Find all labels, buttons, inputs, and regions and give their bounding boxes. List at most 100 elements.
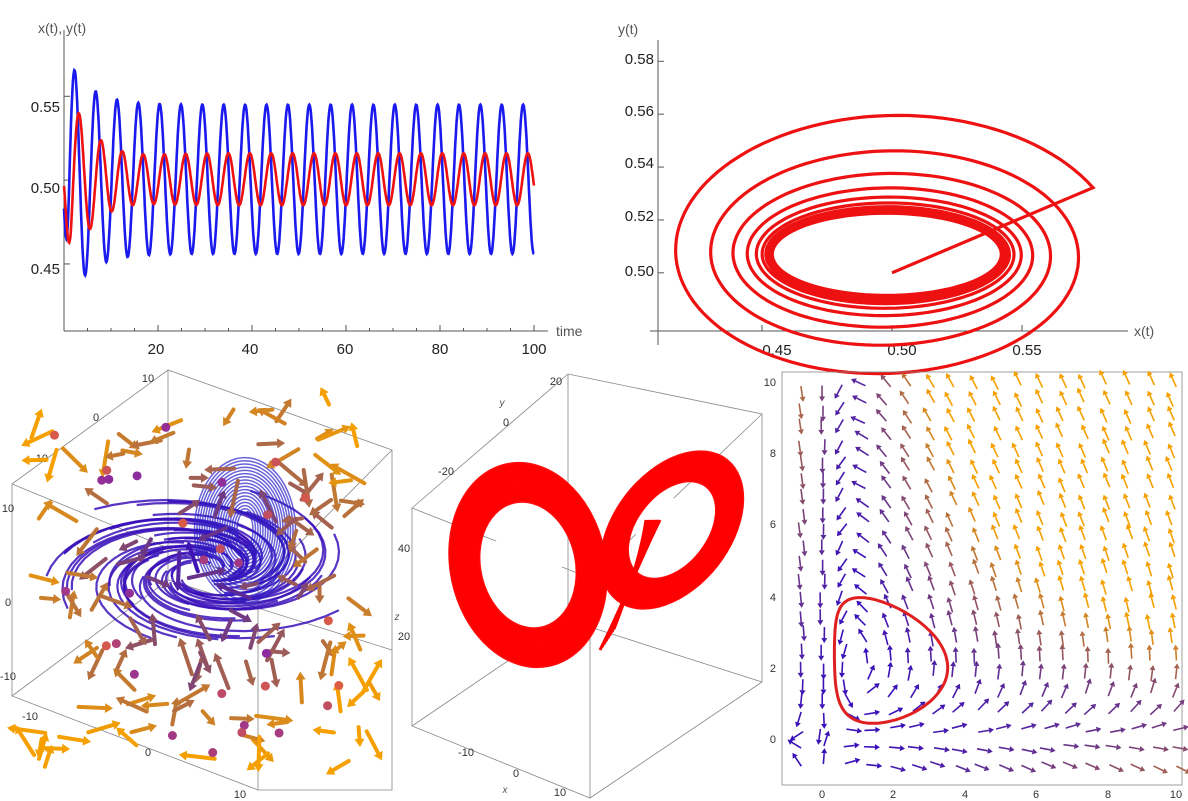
stream-arrow-head — [945, 512, 951, 518]
stream-arrow-head — [821, 723, 828, 729]
vector-arrow-shaft — [210, 466, 237, 472]
vector-arrow-shaft — [220, 584, 252, 601]
stream-arrow-head — [1143, 439, 1149, 446]
vector-arrow-shaft — [60, 446, 85, 470]
stream-arrow-head — [819, 468, 826, 474]
vector-arrow-shaft — [278, 461, 304, 484]
stream-arrow-shaft — [976, 747, 989, 752]
axis-label-x: x — [502, 785, 509, 796]
vector-arrow-shaft — [254, 713, 288, 722]
stream-arrow-head — [1123, 409, 1130, 415]
tick-marks — [64, 95, 535, 331]
vector-arrow-head — [178, 750, 188, 761]
vector-arrow-head — [246, 713, 255, 724]
vector-arrow-head — [84, 487, 94, 497]
stream-arrow-shaft — [884, 634, 889, 646]
stream-arrow-head — [818, 655, 825, 661]
vector-point — [208, 748, 218, 758]
stream-arrow-head — [801, 551, 808, 557]
stream-arrow-head — [971, 527, 978, 533]
x-tick-label: 4 — [962, 789, 968, 801]
stream-arrow-shaft — [797, 574, 801, 586]
vector-arrow-shaft — [177, 502, 196, 516]
stream-arrow-head — [881, 427, 887, 434]
stream-arrow-head — [1169, 612, 1176, 618]
stream-arrow-head — [1147, 370, 1153, 377]
stream-arrow-shaft — [973, 613, 978, 625]
stream-arrow-head — [1128, 642, 1135, 648]
vector-arrow-shaft — [116, 431, 134, 446]
stream-arrow-head — [818, 429, 825, 435]
stream-arrow-shaft — [1037, 445, 1044, 457]
stream-arrow-shaft — [955, 764, 967, 771]
stream-arrow-head — [1059, 526, 1065, 533]
stream-arrow-shaft — [1149, 682, 1155, 694]
stream-arrow-head — [918, 745, 924, 751]
stream-arrow-head — [799, 483, 806, 490]
vector-point — [261, 648, 271, 658]
stream-arrow-shaft — [1061, 377, 1068, 389]
stream-arrow-shaft — [1040, 614, 1045, 626]
phase-portrait-plot: y(t) x(t) 0.58 0.56 0.54 0.52 0.50 0.45 … — [618, 21, 1154, 376]
stream-arrow-shaft — [878, 396, 888, 406]
vector-arrow-head — [258, 489, 268, 499]
stream-arrow-shaft — [1037, 550, 1043, 561]
stream-arrow-shaft — [1148, 649, 1151, 661]
stream-arrow-shaft — [1080, 563, 1086, 575]
stream-arrow-head — [881, 612, 888, 619]
y-axis-label: y(t) — [618, 21, 638, 37]
stream-arrow-head — [1038, 609, 1044, 616]
vector-arrow-head — [348, 657, 357, 667]
stream-arrow-head — [821, 584, 828, 590]
stream-arrow-shaft — [974, 563, 980, 574]
vector-arrow-shaft — [296, 586, 306, 600]
vector-arrow-head — [118, 648, 128, 659]
vector-arrow-shaft — [29, 414, 42, 440]
stream-arrow-shaft — [1172, 617, 1176, 629]
stream-arrow-head — [1167, 405, 1173, 412]
vector-arrow-head — [15, 725, 24, 735]
vector-arrow-head — [202, 664, 212, 674]
stream-arrow-head — [900, 766, 907, 773]
stream-arrow-shaft — [1127, 669, 1131, 681]
vector-arrow-shaft — [48, 504, 79, 523]
stream-arrow-head — [1146, 473, 1152, 479]
stream-arrow-head — [1141, 722, 1148, 729]
vector-arrow-head — [373, 750, 383, 761]
vector-arrow-shaft — [180, 643, 194, 677]
stream-arrow-head — [1086, 678, 1092, 684]
stream-arrow-head — [954, 683, 961, 690]
stream-arrow-shaft — [1038, 650, 1041, 662]
stream-arrow-head — [834, 448, 841, 455]
stream-arrow-shaft — [1171, 376, 1177, 388]
stream-arrow-shaft — [946, 530, 953, 542]
stream-arrow-head — [1122, 369, 1128, 376]
stream-arrow-head — [835, 427, 841, 434]
stream-arrow-head — [990, 442, 996, 449]
stream-arrow-shaft — [867, 669, 873, 680]
stream-arrow-head — [993, 545, 1000, 551]
y-tick-label: 10 — [764, 377, 776, 389]
y-tick-label: 4 — [770, 592, 776, 604]
stream-arrow-head — [887, 661, 894, 668]
vector-arrow-shaft — [150, 619, 158, 647]
vector-arrow-shaft — [254, 407, 275, 414]
vector-arrow-head — [177, 637, 187, 647]
stream-arrow-head — [820, 483, 827, 489]
stream-arrow-shaft — [948, 462, 955, 474]
vector-point — [300, 493, 310, 503]
vector-point — [125, 588, 135, 598]
stream-arrow-head — [1036, 629, 1043, 635]
stream-arrow-head — [847, 702, 854, 708]
stream-arrow-head — [1082, 592, 1089, 598]
stream-arrow-shaft — [1078, 391, 1085, 403]
stream-arrow-head — [1103, 626, 1110, 632]
stream-arrow-head — [854, 584, 860, 590]
stream-arrow-shaft — [1173, 702, 1182, 713]
stream-arrow-shaft — [904, 479, 912, 490]
vector-arrow-shaft — [313, 452, 337, 472]
vector-arrow-shaft — [57, 734, 86, 743]
stream-arrow-head — [945, 373, 952, 379]
stream-arrow-head — [913, 683, 919, 690]
stream-arrow-shaft — [1065, 724, 1077, 729]
